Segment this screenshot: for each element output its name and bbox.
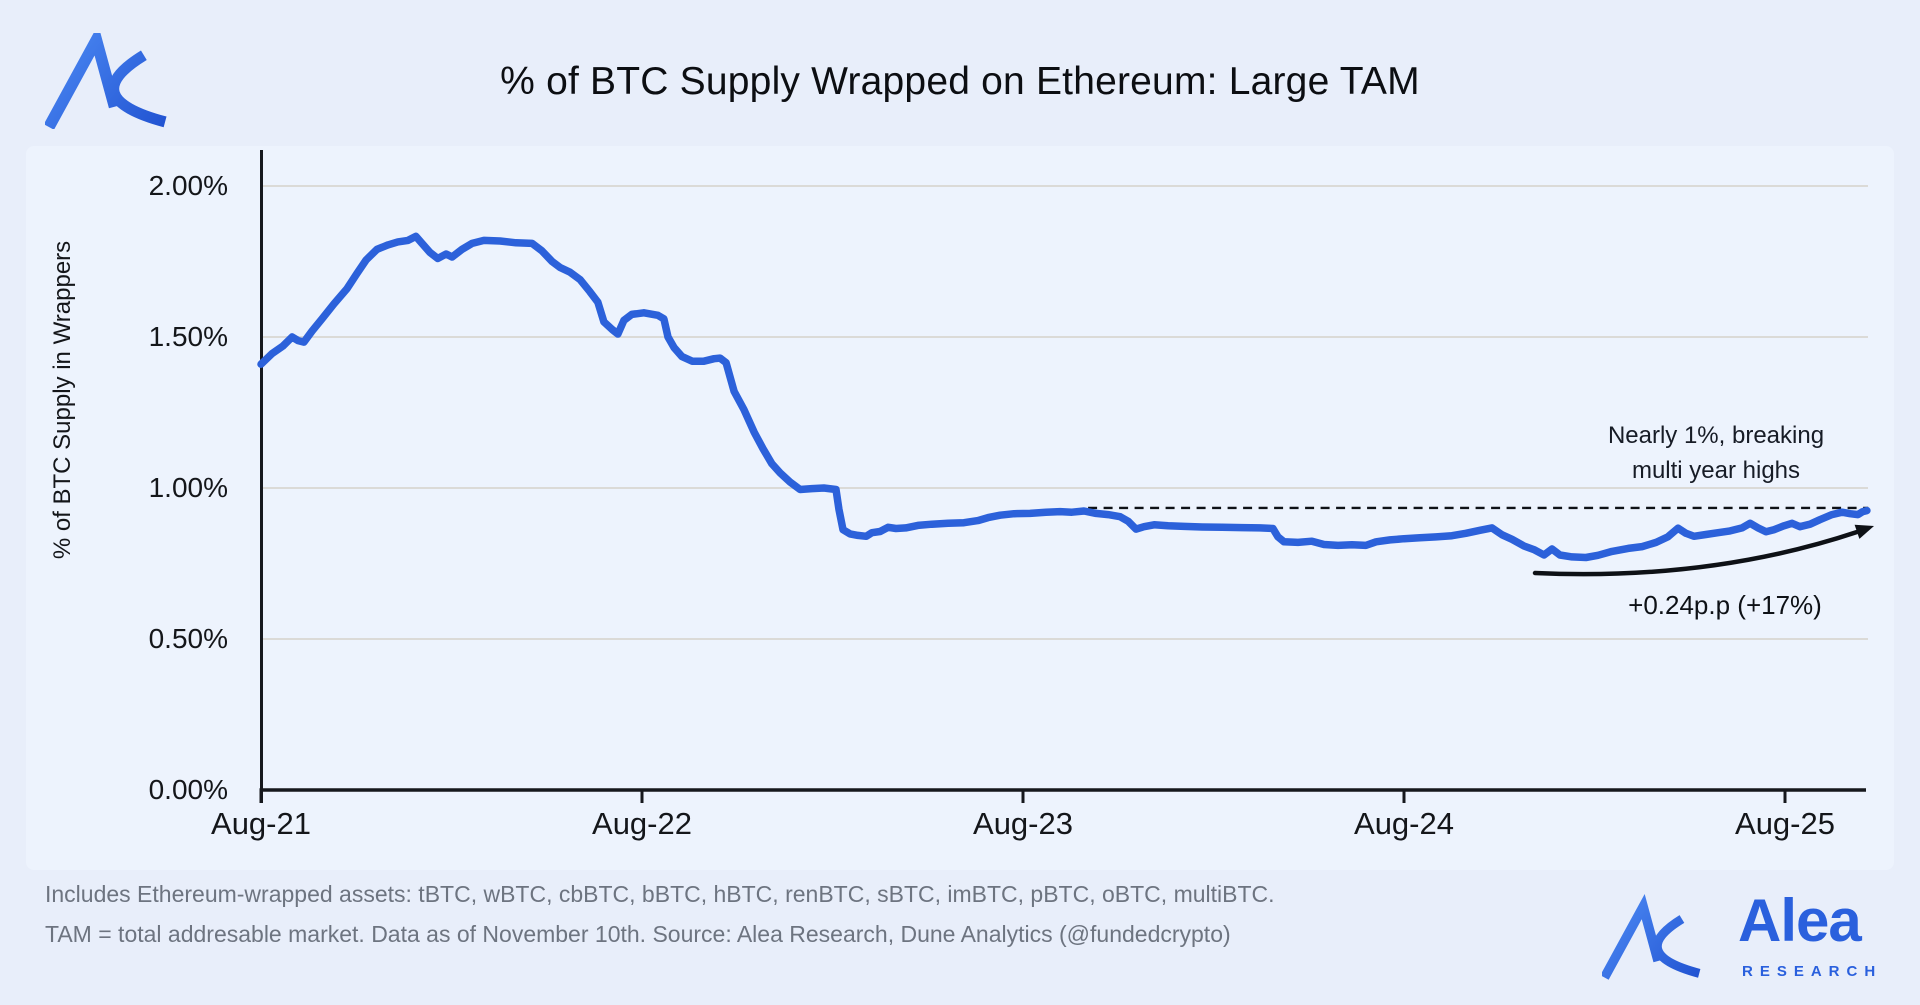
chart-title: % of BTC Supply Wrapped on Ethereum: Lar… xyxy=(500,60,1420,103)
alea-logo-icon xyxy=(43,24,173,130)
x-tick-label: Aug-21 xyxy=(211,806,311,841)
brand-subtitle: RESEARCH xyxy=(1742,963,1883,980)
alea-logo-icon xyxy=(1600,894,1705,986)
x-tick-label: Aug-24 xyxy=(1354,806,1454,841)
y-axis-title: % of BTC Supply in Wrappers xyxy=(49,240,76,560)
x-tick-label: Aug-25 xyxy=(1735,806,1835,841)
y-tick-label: 0.00% xyxy=(148,774,228,805)
x-tick-label: Aug-23 xyxy=(973,806,1073,841)
footnote-assets: Includes Ethereum-wrapped assets: tBTC, … xyxy=(45,881,1275,907)
series-line xyxy=(257,232,1871,562)
trend-arrow-head-icon xyxy=(1854,524,1874,539)
x-tick-label: Aug-22 xyxy=(592,806,692,841)
y-tick-label: 2.00% xyxy=(148,170,228,201)
trend-arrow xyxy=(1532,529,1860,577)
brand-wordmark: Alea xyxy=(1738,887,1862,954)
annotation-delta: +0.24p.p (+17%) xyxy=(1628,590,1822,620)
footnote-source: TAM = total addresable market. Data as o… xyxy=(45,921,1231,947)
plot-panel xyxy=(26,146,1894,870)
y-tick-label: 1.00% xyxy=(148,472,228,503)
y-tick-label: 0.50% xyxy=(148,623,228,654)
annotation-breaking-highs: Nearly 1%, breaking multi year highs xyxy=(1607,422,1825,484)
y-tick-label: 1.50% xyxy=(148,321,228,352)
